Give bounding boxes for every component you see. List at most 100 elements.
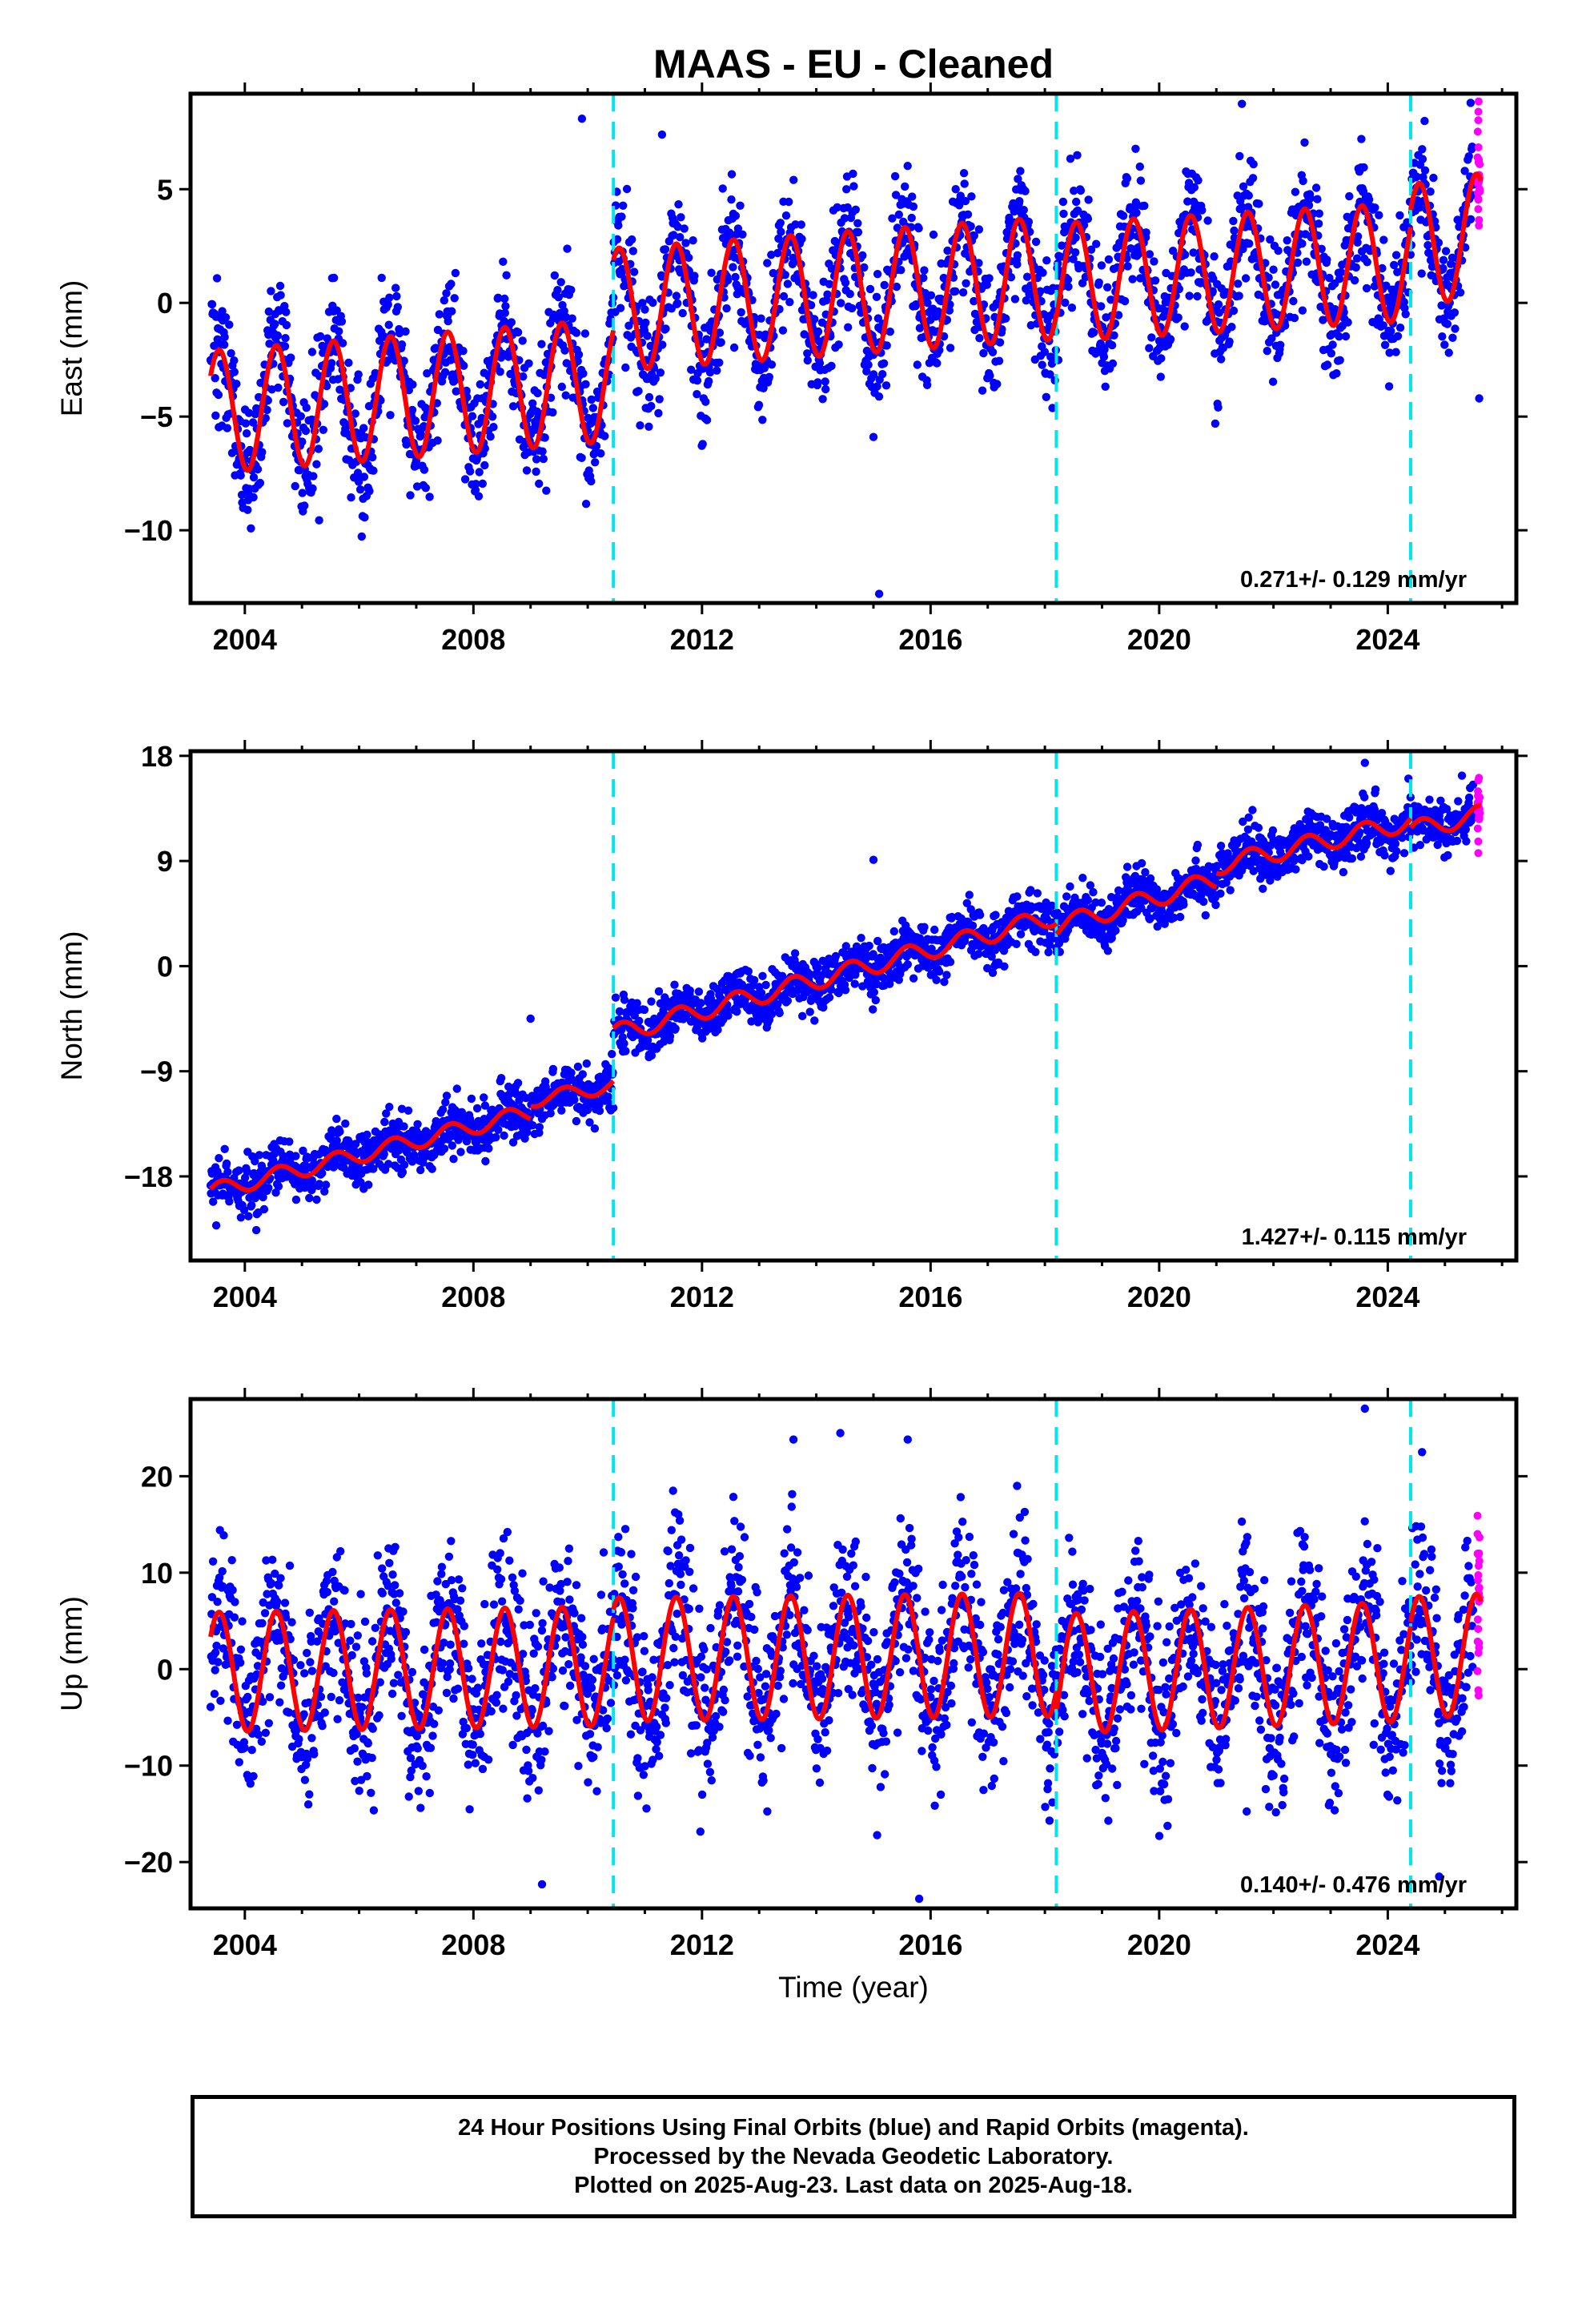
final-orbit-point — [1045, 940, 1054, 950]
final-orbit-point — [994, 356, 1004, 365]
final-orbit-point — [1086, 245, 1096, 254]
final-orbit-point — [930, 925, 939, 935]
final-orbit-point — [1189, 248, 1198, 257]
chart-title: MAAS - EU - Cleaned — [653, 42, 1054, 86]
final-orbit-point — [864, 360, 873, 369]
final-orbit-point — [1440, 340, 1449, 349]
final-orbit-point — [724, 275, 733, 285]
final-orbit-point — [727, 170, 737, 179]
final-orbit-point — [451, 268, 460, 278]
final-orbit-point — [1179, 900, 1188, 909]
final-orbit-point — [500, 1131, 508, 1140]
y-tick-label: −5 — [140, 400, 173, 433]
final-orbit-point — [467, 1094, 476, 1104]
final-orbit-point — [556, 278, 565, 287]
final-orbit-point — [1156, 372, 1166, 381]
final-orbit-point — [894, 210, 904, 219]
final-orbit-point — [377, 273, 386, 283]
final-orbit-point — [1031, 947, 1040, 957]
final-orbit-point — [563, 244, 572, 253]
final-orbit-point — [1150, 257, 1158, 266]
final-orbit-point — [1083, 895, 1093, 905]
final-orbit-point — [330, 273, 339, 283]
final-orbit-point — [1302, 257, 1311, 266]
final-orbit-point — [548, 1064, 558, 1074]
final-orbit-point — [1214, 300, 1223, 309]
final-orbit-point — [920, 923, 929, 931]
final-orbit-point — [648, 298, 657, 308]
final-orbit-point — [612, 235, 622, 243]
final-orbit-point — [591, 458, 600, 467]
final-orbit-point — [797, 220, 805, 229]
final-orbit-point — [312, 460, 321, 468]
final-orbit-point — [874, 392, 884, 401]
final-orbit-point — [882, 341, 891, 350]
final-orbit-point — [638, 299, 647, 308]
final-orbit-point — [285, 1137, 294, 1146]
final-orbit-point — [958, 288, 968, 297]
final-orbit-point — [557, 382, 566, 392]
final-orbit-point — [1114, 311, 1123, 320]
final-orbit-point — [628, 247, 637, 255]
rapid-orbit-point — [1474, 205, 1483, 214]
velocity-rate-label: 0.271+/- 0.129 mm/yr — [1240, 567, 1467, 593]
final-orbit-point — [850, 979, 859, 988]
final-orbit-point — [759, 384, 768, 392]
final-orbit-point — [1078, 874, 1087, 883]
final-orbit-point — [1066, 882, 1074, 891]
final-orbit-point — [1122, 862, 1132, 871]
final-orbit-point — [1137, 903, 1146, 913]
final-orbit-point — [840, 214, 849, 223]
final-orbit-point — [1100, 345, 1109, 354]
final-orbit-point — [1201, 911, 1211, 920]
final-orbit-point — [535, 1123, 544, 1132]
final-orbit-point — [353, 468, 363, 477]
final-orbit-point — [775, 1008, 784, 1018]
final-orbit-point — [1086, 881, 1095, 890]
final-orbit-point — [337, 317, 347, 326]
final-orbit-point — [1426, 187, 1435, 196]
final-orbit-point — [903, 162, 912, 171]
final-orbit-point — [506, 369, 515, 379]
final-orbit-point — [579, 369, 588, 378]
final-orbit-point — [494, 293, 503, 302]
final-orbit-point — [410, 1151, 419, 1160]
final-orbit-point — [312, 1195, 321, 1204]
final-orbit-point — [640, 305, 649, 314]
final-orbit-point — [393, 303, 402, 312]
final-orbit-point — [1244, 191, 1254, 200]
final-orbit-point — [236, 1213, 246, 1222]
final-orbit-point — [781, 211, 791, 220]
final-orbit-point — [982, 280, 992, 289]
final-orbit-point — [674, 989, 683, 999]
final-orbit-point — [851, 205, 861, 214]
final-orbit-point — [332, 1136, 341, 1145]
final-orbit-point — [241, 419, 251, 428]
final-orbit-point — [291, 1152, 300, 1160]
final-orbit-point — [1230, 226, 1239, 235]
final-orbit-point — [707, 268, 716, 277]
final-orbit-point — [316, 332, 325, 341]
final-orbit-point — [441, 1098, 450, 1107]
final-orbit-point — [400, 356, 408, 365]
final-orbit-point — [1132, 208, 1141, 217]
final-orbit-point — [1216, 889, 1225, 899]
final-orbit-point — [578, 1070, 587, 1079]
final-orbit-point — [885, 328, 895, 336]
final-orbit-point — [673, 223, 682, 231]
final-orbit-point — [298, 437, 307, 446]
final-orbit-point — [1141, 868, 1150, 877]
final-orbit-point — [1013, 892, 1022, 901]
final-orbit-point — [1002, 314, 1010, 323]
final-orbit-point — [600, 432, 609, 440]
final-orbit-point — [942, 971, 951, 979]
final-orbit-point — [1031, 237, 1041, 247]
final-orbit-point — [1234, 279, 1243, 288]
final-orbit-point — [380, 1117, 389, 1127]
final-orbit-point — [935, 346, 944, 355]
final-orbit-point — [754, 400, 764, 409]
final-orbit-point — [1222, 879, 1231, 887]
final-orbit-point — [713, 1025, 722, 1035]
final-orbit-point — [452, 1084, 461, 1093]
final-orbit-point — [596, 449, 605, 458]
